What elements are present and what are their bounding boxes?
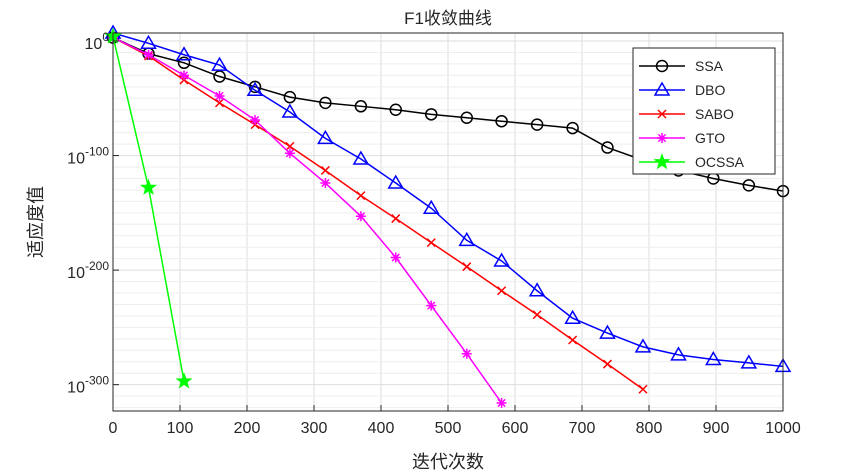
- x-tick-label: 600: [502, 420, 529, 437]
- series-line-gto: [112, 36, 503, 404]
- data-point-gto: [496, 397, 507, 408]
- legend-item-dbo: DBO: [639, 81, 725, 98]
- data-point-gto: [179, 70, 190, 81]
- y-tick-label: 10-100: [67, 145, 109, 168]
- x-tick-label: 900: [703, 420, 730, 437]
- data-point-ssa: [495, 114, 508, 128]
- data-point-ssa: [354, 100, 368, 113]
- data-point-dbo: [352, 150, 370, 165]
- data-point-dbo: [634, 338, 652, 353]
- x-tick-label: 400: [368, 420, 395, 437]
- chart-title: F1收敛曲线: [404, 9, 492, 28]
- data-point-sabo: [568, 335, 578, 345]
- data-point-gto: [284, 148, 295, 159]
- x-tick-label: 1000: [765, 420, 801, 437]
- legend-label: SABO: [695, 106, 734, 122]
- legend-item-gto: GTO: [639, 130, 725, 146]
- x-tick-label: 500: [435, 420, 462, 437]
- data-point-ocssa: [175, 372, 193, 389]
- data-point-gto: [355, 211, 366, 222]
- legend-label: OCSSA: [695, 154, 745, 170]
- legend-marker: [655, 59, 669, 73]
- data-point-dbo: [281, 103, 299, 118]
- data-point-sabo: [320, 165, 330, 175]
- data-point-dbo: [458, 231, 476, 247]
- legend-marker: [653, 153, 671, 170]
- data-point-ocssa: [139, 178, 158, 195]
- data-point-dbo: [140, 34, 157, 50]
- data-point-sabo: [391, 214, 401, 224]
- data-point-ssa: [601, 141, 614, 154]
- data-point-dbo: [317, 129, 334, 145]
- data-point-ssa: [566, 121, 579, 135]
- data-point-sabo: [532, 310, 542, 320]
- data-point-dbo: [387, 174, 405, 189]
- data-point-dbo: [740, 354, 758, 369]
- series-line-sabo: [112, 36, 644, 390]
- data-point-ssa: [530, 118, 544, 131]
- series-gto: [108, 32, 507, 408]
- x-tick-label: 700: [569, 420, 596, 437]
- data-point-ssa: [319, 96, 332, 110]
- data-point-ssa: [742, 179, 756, 192]
- data-point-gto: [320, 178, 331, 189]
- legend-item-sabo: SABO: [639, 106, 734, 122]
- data-point-dbo: [599, 324, 616, 339]
- x-tick-label: 300: [301, 420, 328, 437]
- y-axis-label: 适应度值: [26, 186, 46, 258]
- legend-marker: [657, 109, 667, 119]
- x-tick-label: 200: [234, 420, 261, 437]
- data-point-dbo: [564, 309, 581, 324]
- data-point-dbo: [211, 56, 228, 71]
- data-point-dbo: [705, 350, 722, 366]
- data-point-ssa: [213, 70, 226, 83]
- data-point-sabo: [462, 262, 472, 272]
- data-point-sabo: [602, 359, 612, 369]
- legend-item-ssa: SSA: [639, 58, 724, 74]
- data-point-dbo: [422, 199, 440, 215]
- data-point-dbo: [246, 81, 264, 97]
- y-tick-label: 10-300: [67, 374, 109, 397]
- data-point-dbo: [175, 46, 193, 61]
- data-point-ssa: [389, 103, 402, 116]
- data-point-sabo: [426, 238, 436, 248]
- legend-marker: [657, 133, 667, 143]
- legend-label: GTO: [695, 130, 725, 146]
- data-point-gto: [390, 252, 401, 263]
- data-point-ssa: [177, 56, 191, 70]
- data-point-gto: [461, 348, 472, 359]
- y-tick-labels: 100 10-100 10-200 10-300: [67, 30, 119, 397]
- legend-label: DBO: [695, 82, 725, 98]
- legend-marker: [653, 81, 671, 96]
- data-point-ssa: [460, 111, 474, 125]
- legend: SSA DBO SABO GTO OCSSA: [632, 47, 776, 175]
- data-point-sabo: [214, 98, 225, 108]
- data-point-sabo: [285, 141, 295, 151]
- data-point-sabo: [497, 286, 507, 296]
- series-layer: [104, 24, 792, 408]
- y-tick-label: 100: [85, 30, 110, 53]
- x-tick-labels: 0 100 200 300 400 500 600 700 800 900 1000: [109, 405, 801, 437]
- data-point-dbo: [528, 282, 546, 297]
- legend-label: SSA: [695, 58, 724, 74]
- data-point-ssa: [283, 90, 297, 104]
- data-point-ssa: [425, 108, 438, 121]
- x-tick-label: 0: [109, 420, 118, 437]
- data-point-gto: [426, 300, 437, 311]
- data-point-sabo: [356, 191, 366, 201]
- data-point-dbo: [670, 346, 687, 361]
- data-point-gto: [250, 115, 261, 126]
- data-point-dbo: [493, 252, 510, 267]
- data-point-gto: [214, 91, 225, 101]
- x-tick-label: 800: [636, 420, 663, 437]
- data-point-sabo: [638, 384, 648, 394]
- data-point-gto: [143, 49, 154, 60]
- y-tick-label: 10-200: [67, 259, 109, 282]
- x-tick-label: 100: [167, 420, 194, 437]
- x-axis-label: 迭代次数: [412, 452, 484, 472]
- legend-item-ocssa: OCSSA: [639, 153, 745, 170]
